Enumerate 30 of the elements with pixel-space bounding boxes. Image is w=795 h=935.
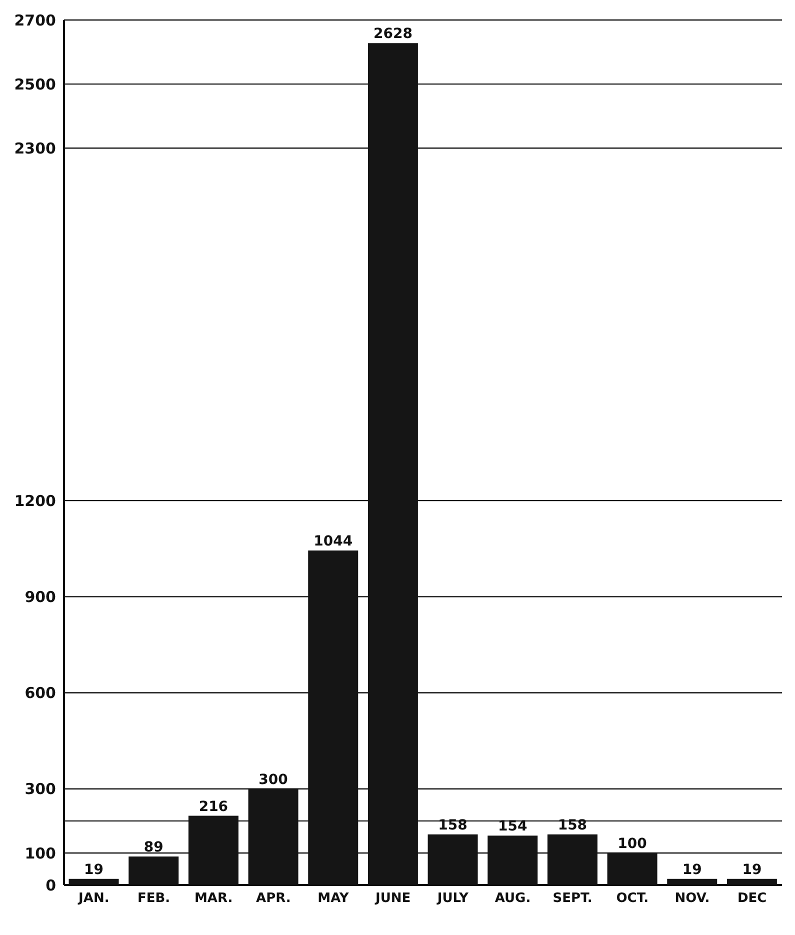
- x-tick-label: NOV.: [674, 891, 710, 906]
- x-tick-label: APR.: [256, 891, 291, 906]
- data-label: 19: [742, 862, 762, 878]
- x-tick-label: JULY: [436, 891, 470, 906]
- data-label: 19: [84, 862, 104, 878]
- x-tick-label: AUG.: [494, 891, 531, 906]
- data-label: 89: [144, 839, 164, 856]
- y-tick-label: 2500: [14, 75, 56, 94]
- x-tick-label: DEC: [737, 891, 767, 906]
- data-label: 1044: [314, 534, 353, 550]
- x-tick-label: JAN.: [78, 891, 110, 906]
- y-tick-label: 2700: [14, 11, 56, 30]
- y-tick-label: 900: [24, 588, 56, 606]
- y-tick-label: 0: [46, 876, 56, 894]
- y-tick-label: 100: [24, 844, 56, 862]
- y-tick-label: 600: [24, 684, 56, 702]
- x-tick-label: OCT.: [616, 891, 649, 906]
- x-tick-label: MAY: [318, 891, 350, 906]
- data-label: 2628: [373, 26, 412, 42]
- y-tick-label: 2300: [14, 139, 56, 158]
- y-tick-label: 300: [24, 780, 56, 798]
- x-tick-label: FEB.: [137, 891, 170, 906]
- data-label: 100: [618, 836, 648, 852]
- data-label: 300: [258, 772, 288, 788]
- x-tick-label: JUNE: [374, 891, 411, 906]
- x-tick-label: SEPT.: [552, 891, 592, 906]
- data-label: 19: [682, 862, 702, 878]
- y-tick-label: 1200: [14, 492, 56, 510]
- data-label: 216: [198, 798, 228, 815]
- x-tick-label: MAR.: [194, 891, 233, 906]
